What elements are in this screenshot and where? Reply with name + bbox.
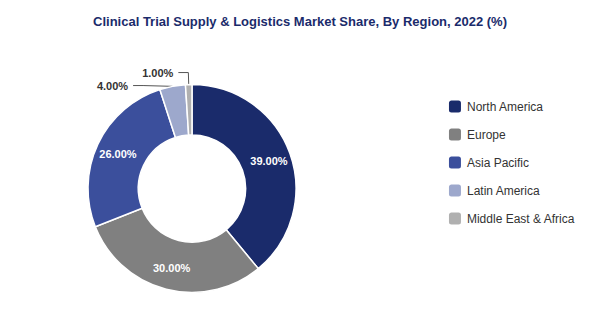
svg-text:Latin America: Latin America — [467, 184, 540, 198]
svg-text:Middle East & Africa: Middle East & Africa — [467, 212, 575, 226]
svg-text:4.00%: 4.00% — [97, 80, 128, 92]
svg-text:26.00%: 26.00% — [99, 148, 137, 160]
svg-text:39.00%: 39.00% — [250, 155, 288, 167]
svg-text:Clinical Trial Supply & Logist: Clinical Trial Supply & Logistics Market… — [93, 14, 507, 29]
svg-text:30.00%: 30.00% — [153, 262, 191, 274]
svg-text:Europe: Europe — [467, 128, 506, 142]
svg-text:North America: North America — [467, 100, 543, 114]
svg-text:1.00%: 1.00% — [142, 67, 173, 79]
svg-text:Asia Pacific: Asia Pacific — [467, 156, 529, 170]
